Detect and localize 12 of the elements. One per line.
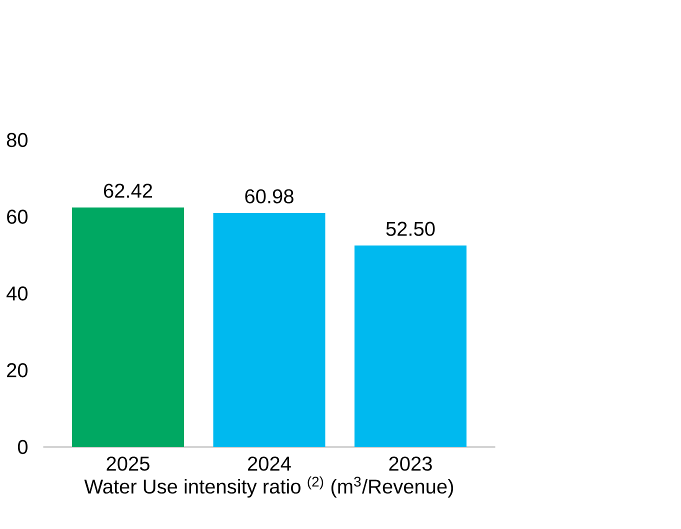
y-tick-label: 0 xyxy=(18,440,28,454)
data-label: 62.42 xyxy=(104,184,152,198)
x-tick-label: 2023 xyxy=(389,456,432,471)
x-tick-label: 2025 xyxy=(106,456,150,471)
data-label: 52.50 xyxy=(386,222,435,236)
y-tick-label: 20 xyxy=(7,363,28,378)
y-tick-label: 40 xyxy=(6,286,28,301)
data-label: 60.98 xyxy=(245,189,294,204)
y-tick-label: 60 xyxy=(7,210,28,224)
y-tick-label: 80 xyxy=(6,132,28,148)
x-tick-label: 2024 xyxy=(248,456,291,471)
x-axis-title: Water Use intensity ratio $^{(2)}$ (m$^{3}$/Revenue) xyxy=(84,476,454,498)
